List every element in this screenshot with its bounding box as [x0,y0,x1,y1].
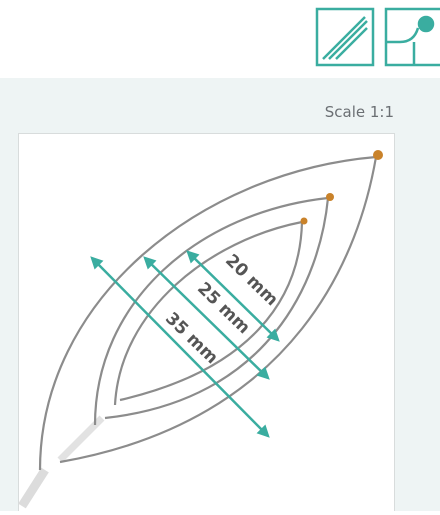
image-frame [19,134,395,512]
scale-label: Scale 1:1 [325,103,394,121]
screen: Scale 1:1 20 mm 25 mm 35 mm [0,0,440,511]
page: Scale 1:1 20 mm 25 mm 35 mm (() => { con… [0,0,440,511]
